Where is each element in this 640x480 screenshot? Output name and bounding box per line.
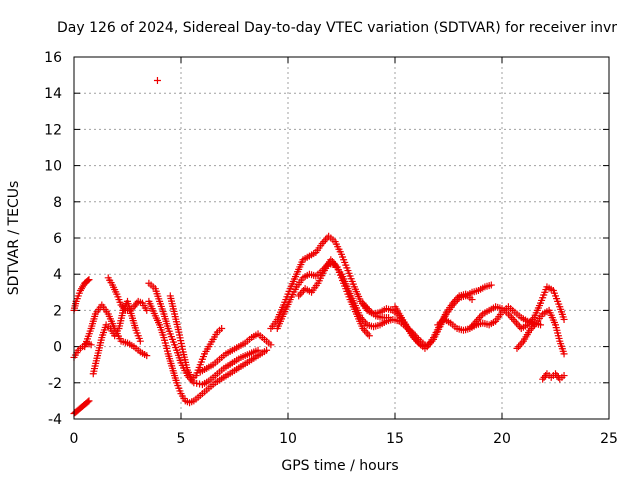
y-tick-label: 6	[53, 231, 62, 247]
data-point	[537, 321, 545, 329]
data-point	[85, 397, 93, 405]
data-point	[136, 337, 144, 345]
x-axis-label: GPS time / hours	[281, 458, 398, 474]
data-point	[84, 398, 92, 406]
data-point	[509, 315, 517, 323]
data-point	[487, 281, 495, 289]
data-point	[364, 330, 372, 338]
data-point	[87, 341, 95, 349]
x-tick-label: 15	[386, 431, 404, 447]
data-point	[296, 290, 304, 298]
y-tick-label: 2	[53, 303, 62, 319]
axis-ticks: 0 5 10 15 20 25 -4 -2 0 2 4 6 8 10 12 14 16	[44, 50, 618, 447]
plot-frame	[73, 56, 610, 420]
y-tick-label: 14	[44, 86, 62, 102]
series-track-s	[513, 306, 568, 358]
data-point	[300, 286, 308, 294]
data-point	[263, 346, 271, 354]
y-tick-label: 0	[53, 340, 62, 356]
data-point	[511, 317, 519, 325]
x-tick-label: 20	[493, 431, 511, 447]
data-point	[84, 277, 92, 285]
data-point	[295, 292, 303, 300]
y-tick-label: 10	[44, 159, 62, 175]
data-point	[513, 344, 521, 352]
series-track-i	[166, 292, 226, 383]
series-track-j	[196, 330, 275, 376]
series-track-t	[539, 370, 568, 383]
data-point	[362, 328, 370, 336]
series-track-d	[81, 301, 151, 360]
data-point	[560, 350, 568, 358]
data-point	[468, 296, 476, 304]
y-axis-label: SDTVAR / TECUs	[6, 181, 22, 296]
x-tick-label: 10	[279, 431, 297, 447]
series-track-n	[359, 299, 393, 322]
data-point	[515, 343, 523, 351]
series-track-m	[295, 256, 373, 340]
series-track-e	[89, 297, 144, 378]
x-tick-label: 5	[177, 431, 186, 447]
x-tick-label: 25	[600, 431, 618, 447]
series-track-q	[434, 283, 568, 334]
data-point	[143, 352, 151, 360]
data-point	[452, 297, 460, 305]
data-point	[365, 332, 373, 340]
y-tick-label: 4	[53, 267, 62, 283]
data-point	[508, 314, 516, 322]
data-point	[85, 276, 93, 284]
data-point	[254, 346, 262, 354]
data-point	[218, 325, 226, 332]
series-track-f	[104, 274, 151, 314]
x-tick-label: 0	[70, 431, 79, 447]
y-tick-label: 8	[53, 195, 62, 211]
data-point	[516, 323, 524, 331]
data-point	[320, 238, 328, 246]
data-point	[476, 314, 484, 322]
data-point	[560, 372, 568, 380]
y-tick-label: 12	[44, 122, 62, 138]
data-point	[267, 341, 275, 349]
series-track-g	[145, 297, 271, 407]
data-point	[560, 315, 568, 323]
data-point	[512, 319, 520, 327]
y-tick-label: 16	[44, 50, 62, 66]
chart-title: Day 126 of 2024, Sidereal Day-to-day VTE…	[57, 20, 617, 36]
series-track-a	[70, 276, 93, 314]
grid-lines	[74, 57, 609, 419]
data-points	[70, 77, 568, 418]
y-tick-label: -2	[48, 376, 62, 392]
data-point	[143, 306, 151, 314]
data-point	[516, 341, 524, 349]
data-point	[385, 314, 393, 322]
series-track-r	[466, 303, 545, 332]
series-outlier	[153, 77, 161, 85]
data-point	[321, 236, 329, 244]
y-tick-label: -4	[48, 412, 62, 428]
data-point	[153, 77, 161, 85]
